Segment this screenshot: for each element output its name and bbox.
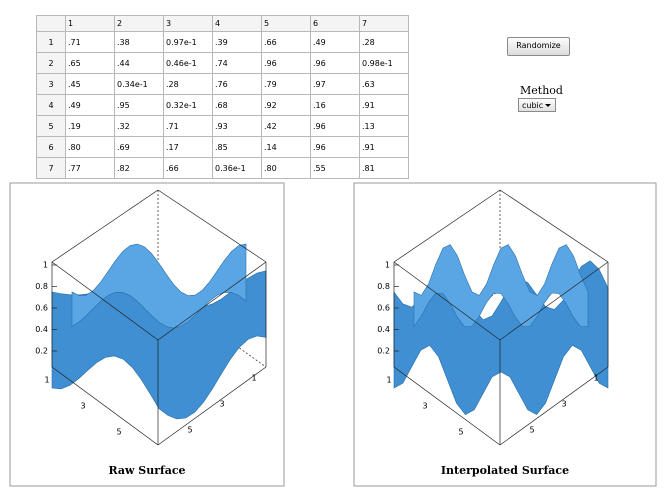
table-row: 6.80.69.17.85.14.96.91 — [36, 136, 409, 158]
box-edge — [157, 261, 267, 341]
x-tick-label: 5 — [116, 428, 121, 437]
column-header: 5 — [261, 15, 311, 32]
method-dropdown[interactable]: cubic — [518, 98, 556, 112]
y-tick-label: 5 — [187, 426, 192, 435]
table-row: 4.49.95 0.32e-1.68.92.16.91 — [36, 94, 409, 116]
row-header: 1 — [36, 31, 66, 53]
box-edge — [157, 366, 267, 446]
box-edge — [393, 189, 501, 263]
y-tick-label: 3 — [561, 400, 566, 409]
z-tick-label: 1 — [385, 261, 390, 270]
table-cell: .81 — [359, 157, 409, 179]
x-tick-label: 1 — [44, 376, 49, 385]
y-tick-label: 5 — [529, 426, 534, 435]
x-tick-label: 3 — [422, 402, 427, 411]
plot-title: Interpolated Surface — [441, 464, 569, 477]
box-edge — [51, 189, 159, 263]
column-header: 3 — [163, 15, 213, 32]
method-label: Method — [520, 84, 563, 97]
box-edge — [157, 189, 267, 263]
surface — [71, 243, 247, 329]
row-header: 6 — [36, 136, 66, 158]
box-edge — [393, 366, 501, 446]
z-tick-label: 0.2 — [377, 347, 390, 356]
y-tick-label: 1 — [593, 374, 598, 383]
column-header: 6 — [310, 15, 360, 32]
table-row: 3.45 0.34e-1.28.76.79.97.63 — [36, 73, 409, 95]
y-tick-label: 3 — [219, 400, 224, 409]
z-tick-label: 1 — [43, 261, 48, 270]
table-row: 2.65.44 0.46e-1.74.96.96 0.98e-1 — [36, 52, 409, 74]
table-row: 7.77.82.66 0.36e-1.80.55.81 — [36, 157, 409, 179]
box-edge — [499, 189, 609, 263]
surface — [413, 244, 589, 328]
y-tick-label: 1 — [251, 374, 256, 383]
plot-frame — [9, 182, 285, 487]
x-tick-label: 1 — [386, 376, 391, 385]
column-header: 7 — [359, 15, 409, 32]
x-tick-label: 3 — [80, 402, 85, 411]
row-header: 3 — [36, 73, 66, 95]
x-tick-label: 5 — [458, 428, 463, 437]
row-header: 7 — [36, 157, 66, 179]
column-header: 1 — [65, 15, 115, 32]
box-edge — [51, 261, 159, 341]
row-header: 5 — [36, 115, 66, 137]
data-table: 1 2 3 4 5 6 7 1.71.38 0.97e-1.39.66.49.28 2.65.44… — [36, 15, 409, 179]
table-cell: .55 — [310, 157, 360, 179]
box-edge — [499, 366, 609, 446]
z-tick-label: 0.6 — [35, 304, 48, 313]
z-tick-label: 0.6 — [377, 304, 390, 313]
table-row: 5.19.32.71.93.42.96.13 — [36, 115, 409, 137]
corner-cell — [36, 15, 66, 32]
table-cell: .82 — [114, 157, 164, 179]
box-edge — [393, 261, 501, 341]
z-tick-label: 0.4 — [377, 325, 390, 334]
z-tick-label: 0.2 — [35, 347, 48, 356]
z-tick-label: 0.8 — [377, 282, 390, 291]
table-row: 1.71.38 0.97e-1.39.66.49.28 — [36, 31, 409, 53]
box-edge — [499, 261, 609, 341]
column-header: 2 — [114, 15, 164, 32]
z-tick-label: 0.4 — [35, 325, 48, 334]
plot-title: Raw Surface — [108, 464, 185, 477]
box-edge — [51, 366, 159, 446]
randomize-button[interactable]: Randomize — [507, 37, 570, 56]
plot-frame — [353, 182, 657, 487]
z-tick-label: 0.8 — [35, 282, 48, 291]
